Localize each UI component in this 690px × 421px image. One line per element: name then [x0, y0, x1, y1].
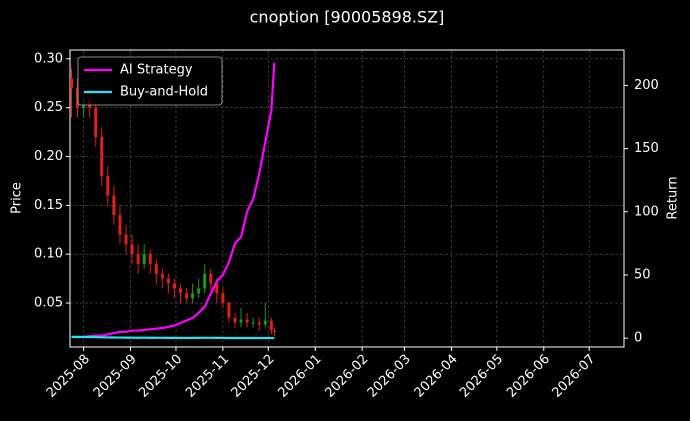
candle-body — [197, 288, 201, 294]
x-tick-label: 2026-04 — [412, 352, 461, 401]
candle-body — [100, 136, 104, 177]
plot-frame — [69, 49, 625, 348]
candle-body — [166, 278, 170, 284]
candle-body — [257, 322, 261, 325]
candle-body — [172, 283, 176, 289]
candle-body — [118, 215, 122, 235]
x-tick-label: 2025-10 — [136, 352, 185, 401]
candle-body — [160, 273, 164, 279]
candle-body — [154, 263, 158, 274]
legend-label: AI Strategy — [120, 63, 193, 78]
x-tick-label: 2026-01 — [275, 352, 324, 401]
y2-axis-label: Return — [666, 176, 681, 219]
candle-body — [233, 317, 237, 323]
line-series — [71, 62, 276, 338]
y2-tick-label: 50 — [634, 267, 651, 282]
x-tick-label: 2025-12 — [229, 352, 278, 401]
candle-body — [272, 330, 276, 333]
candle-body — [124, 234, 128, 245]
y2-tick-label: 100 — [634, 204, 659, 219]
x-tick-label: 2026-02 — [322, 352, 371, 401]
x-tick-label: 2026-06 — [504, 352, 553, 401]
candle-body — [178, 288, 182, 294]
candle-body — [239, 319, 243, 323]
x-tick-label: 2026-07 — [549, 352, 598, 401]
chart-title: cnoption [90005898.SZ] — [250, 8, 445, 27]
candle-body — [263, 320, 267, 325]
legend-label: Buy-and-Hold — [120, 85, 208, 100]
y-tick-label: 0.10 — [34, 247, 63, 262]
candle-body — [215, 283, 219, 294]
y-tick-label: 0.15 — [34, 198, 63, 213]
y2-tick-label: 0 — [634, 331, 642, 346]
candle-body — [148, 254, 152, 264]
x-tick-label: 2026-03 — [365, 352, 414, 401]
y-tick-label: 0.30 — [34, 51, 63, 66]
candle-body — [251, 322, 255, 324]
x-tick-label: 2025-08 — [44, 352, 93, 401]
x-tick-label: 2025-09 — [91, 352, 140, 401]
candle-body — [106, 176, 110, 196]
y-axis-label: Price — [10, 182, 25, 214]
candle-body — [191, 293, 195, 299]
candle-body — [112, 195, 116, 216]
y2-tick-label: 200 — [634, 78, 659, 93]
y-tick-label: 0.25 — [34, 100, 63, 115]
candle-body — [142, 254, 146, 264]
candle-body — [245, 319, 249, 323]
candle-body — [70, 78, 74, 89]
candle-body — [269, 320, 273, 331]
candle-body — [136, 254, 140, 264]
y2-tick-label: 150 — [634, 141, 659, 156]
candle-body — [185, 293, 189, 299]
candle-body — [203, 273, 207, 289]
y-tick-label: 0.20 — [34, 149, 63, 164]
y-tick-label: 0.05 — [34, 296, 63, 311]
candle-body — [227, 303, 231, 318]
x-tick-label: 2026-05 — [457, 352, 506, 401]
candle-body — [209, 273, 213, 284]
candle-body — [221, 293, 225, 304]
line-series — [71, 335, 275, 340]
x-tick-label: 2025-11 — [183, 352, 232, 401]
candle-body — [76, 88, 80, 108]
legend-box — [77, 56, 223, 106]
candle-body — [130, 244, 134, 255]
candle-body — [94, 107, 98, 137]
